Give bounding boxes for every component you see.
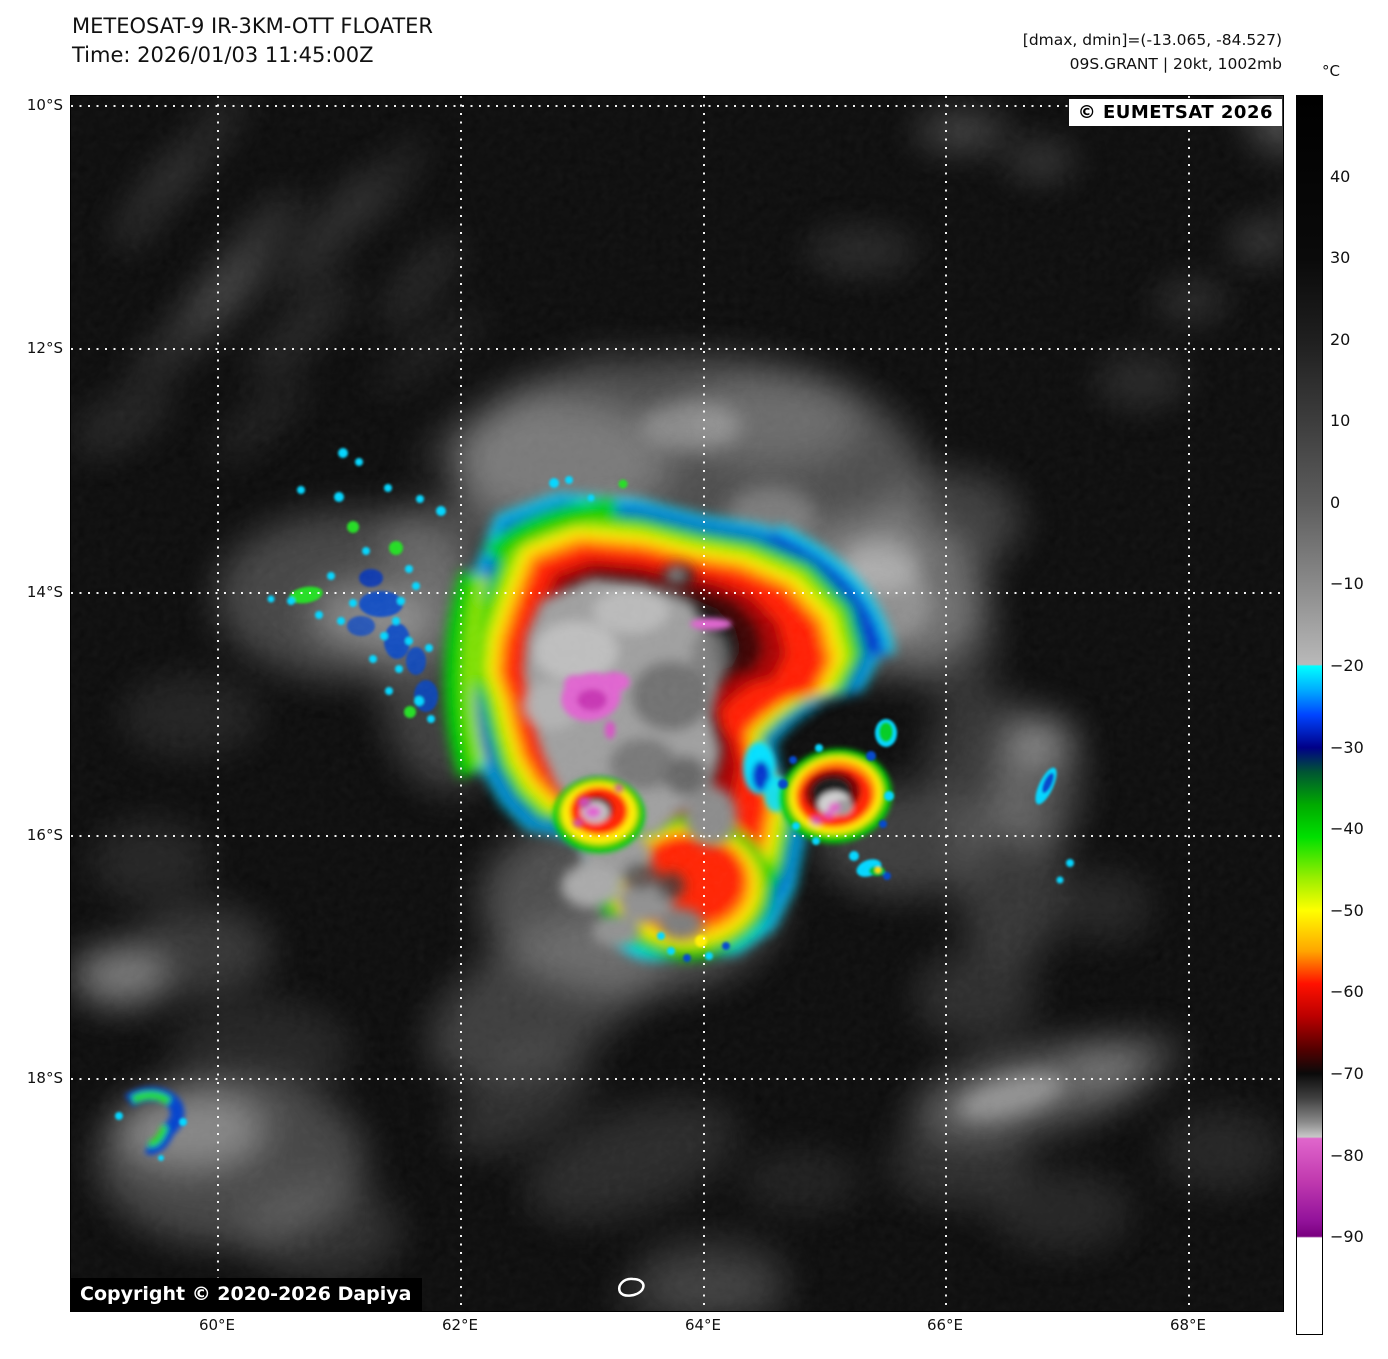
colorbar-tick-label: 40 xyxy=(1330,166,1351,186)
gridlines xyxy=(71,96,1283,1311)
figure-annotation: [dmax, dmin]=(-13.065, -84.527) 09S.GRANT… xyxy=(1023,28,1282,76)
colorbar-unit-label: °C xyxy=(1322,62,1340,80)
lat-tick-label: 12°S xyxy=(26,339,63,357)
storm-info: 09S.GRANT | 20kt, 1002mb xyxy=(1069,55,1282,73)
colorbar-tick-label: −90 xyxy=(1330,1227,1364,1247)
figure-title: METEOSAT-9 IR-3KM-OTT FLOATER Time: 2026/… xyxy=(72,12,433,70)
lon-tick-label: 68°E xyxy=(1169,1316,1207,1334)
lat-tick-label: 16°S xyxy=(26,826,63,844)
time-line: Time: 2026/01/03 11:45:00Z xyxy=(72,43,374,67)
eumetsat-credit-badge: © EUMETSAT 2026 xyxy=(1068,99,1282,126)
satellite-scene xyxy=(71,96,1283,1311)
colorbar-tick-label: 20 xyxy=(1330,329,1351,349)
lat-tick-label: 18°S xyxy=(26,1069,63,1087)
colorbar-tick-label: −60 xyxy=(1330,982,1364,1002)
lon-tick-label: 60°E xyxy=(198,1316,236,1334)
colorbar-tick-label: −50 xyxy=(1330,900,1364,920)
satellite-map: © EUMETSAT 2026 Copyright © 2020-2026 Da… xyxy=(70,95,1284,1312)
island-outline xyxy=(618,1277,645,1297)
range-info: [dmax, dmin]=(-13.065, -84.527) xyxy=(1022,31,1282,49)
colorbar-tick-label: −70 xyxy=(1330,1063,1364,1083)
colorbar-tick-label: −40 xyxy=(1330,819,1364,839)
colorbar-tick-label: 30 xyxy=(1330,248,1351,268)
colorbar-tick-label: −10 xyxy=(1330,574,1364,594)
lon-tick-label: 62°E xyxy=(441,1316,479,1334)
copyright-badge: Copyright © 2020-2026 Dapiya xyxy=(71,1278,423,1311)
colorbar-tick-label: −20 xyxy=(1330,656,1364,676)
colorbar-tick-label: 0 xyxy=(1330,492,1341,512)
temperature-colorbar xyxy=(1296,95,1323,1335)
lon-tick-label: 66°E xyxy=(926,1316,964,1334)
lon-tick-label: 64°E xyxy=(684,1316,722,1334)
colorbar-tick-label: −80 xyxy=(1330,1145,1364,1165)
noise-texture xyxy=(71,96,1283,1311)
colorbar-tick-label: 10 xyxy=(1330,411,1351,431)
lat-tick-label: 14°S xyxy=(26,583,63,601)
title-line: METEOSAT-9 IR-3KM-OTT FLOATER xyxy=(72,14,434,38)
colorbar-tick-label: −30 xyxy=(1330,737,1364,757)
lat-tick-label: 10°S xyxy=(26,96,63,114)
